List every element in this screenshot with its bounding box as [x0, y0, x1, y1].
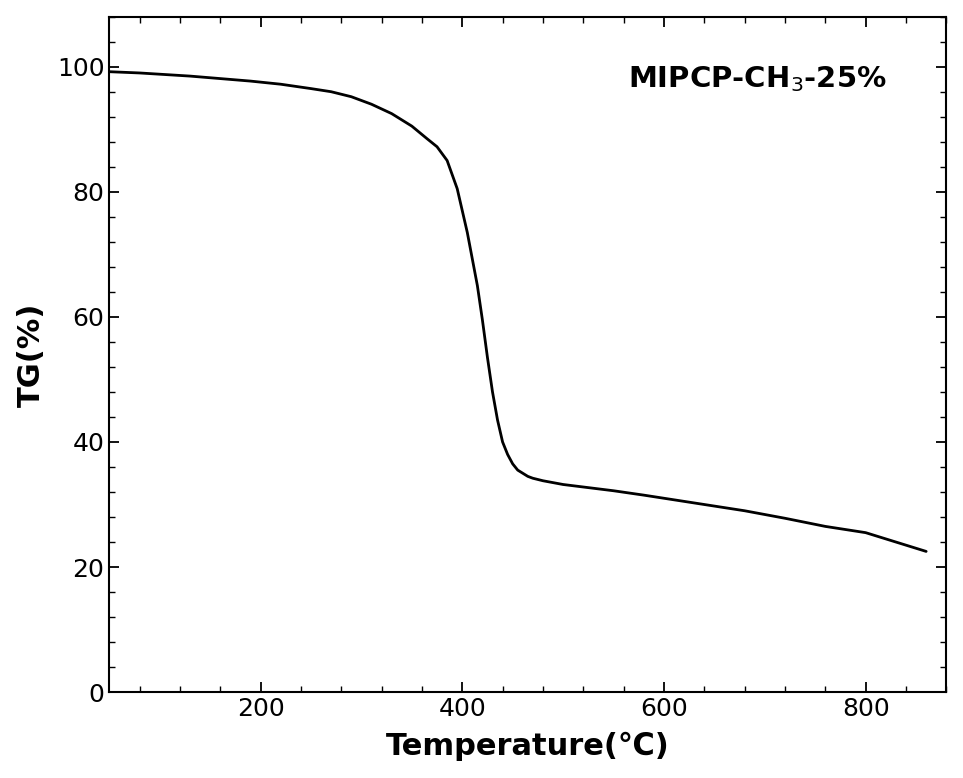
Y-axis label: TG(%): TG(%)	[16, 302, 45, 407]
Text: MIPCP-CH$_3$-25%: MIPCP-CH$_3$-25%	[628, 64, 887, 94]
X-axis label: Temperature(℃): Temperature(℃)	[386, 732, 669, 762]
